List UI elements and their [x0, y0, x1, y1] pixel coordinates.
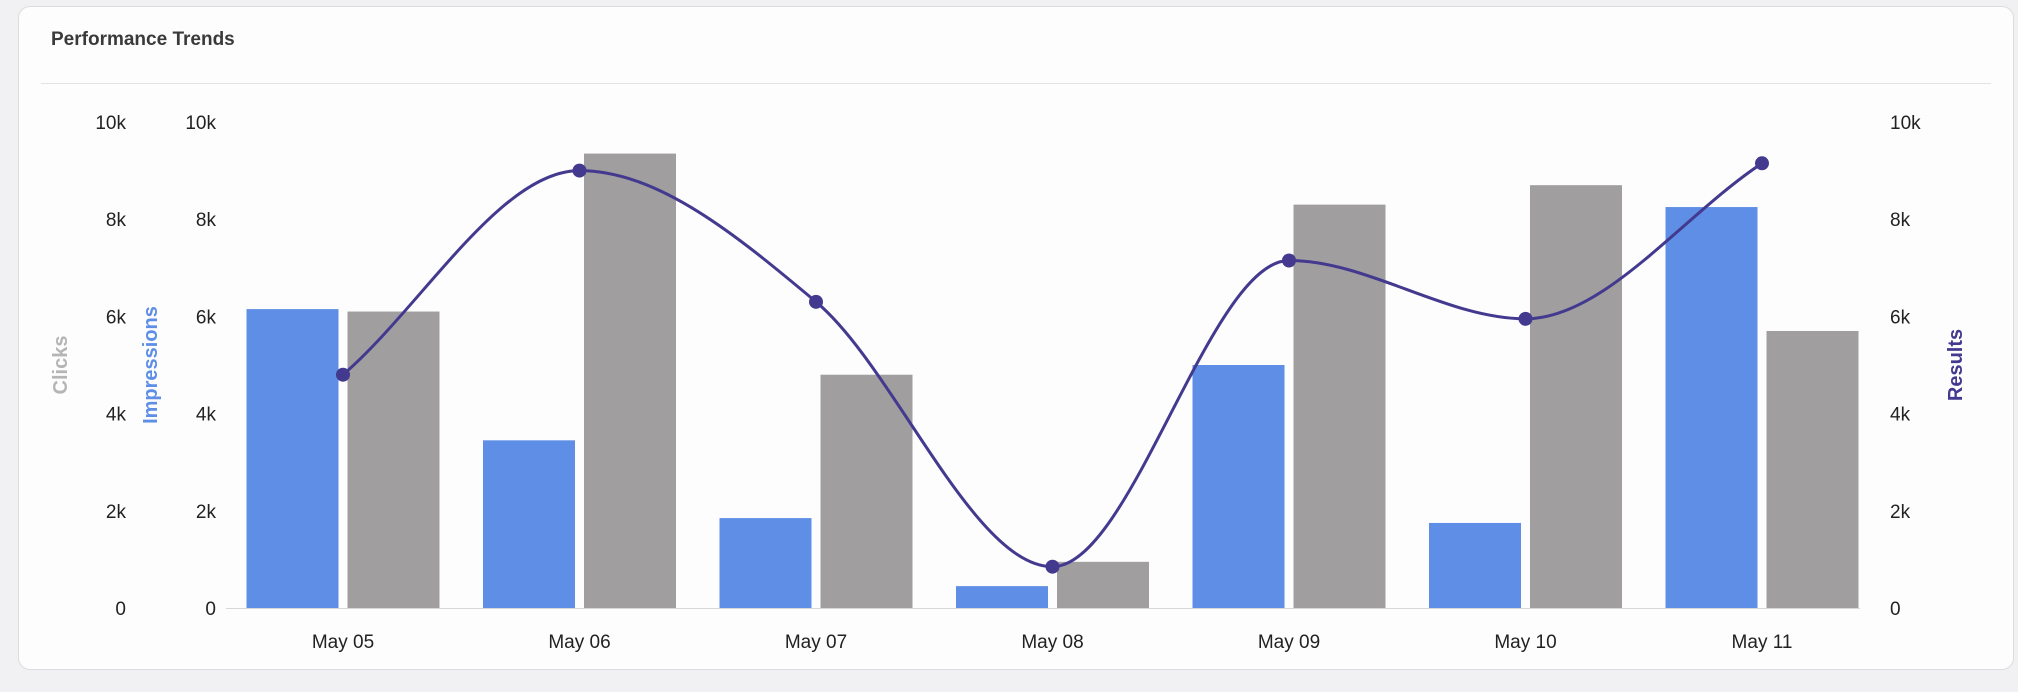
impressions-axis: 0 2k 4k 6k 8k 10k [185, 113, 216, 620]
results-axis-tick: 8k [1890, 210, 1911, 231]
impressions-axis-tick: 2k [196, 502, 217, 523]
clicks-bar [584, 153, 676, 608]
results-axis-tick: 0 [1890, 599, 1901, 620]
impressions-axis-tick: 0 [205, 599, 216, 620]
impressions-axis-tick: 10k [185, 113, 216, 134]
impressions-bar [246, 309, 339, 608]
clicks-bar [1766, 330, 1859, 608]
results-point [1282, 253, 1296, 268]
x-tick-label: May 06 [548, 632, 610, 653]
impressions-bar [483, 440, 575, 608]
results-axis-tick: 2k [1890, 502, 1911, 523]
results-axis-tick: 4k [1890, 405, 1911, 426]
impressions-axis-tick: 6k [196, 307, 217, 328]
clicks-bar [820, 374, 913, 608]
results-point [1755, 156, 1769, 171]
impressions-bar [1665, 207, 1758, 609]
x-tick-label: May 08 [1021, 632, 1083, 653]
x-tick-label: May 09 [1258, 632, 1320, 653]
clicks-bar [1057, 561, 1149, 608]
impressions-axis-title: Impressions [140, 306, 162, 424]
results-point [572, 163, 587, 178]
x-tick-label: May 10 [1494, 632, 1556, 653]
clicks-axis-tick: 0 [115, 599, 126, 620]
title-divider [41, 83, 1991, 84]
x-tick-label: May 11 [1732, 632, 1793, 653]
clicks-axis-tick: 8k [106, 210, 127, 231]
clicks-bar [1293, 204, 1386, 608]
impressions-bar [1192, 365, 1285, 608]
results-points [336, 156, 1769, 574]
x-axis-labels: May 05 May 06 May 07 May 08 May 09 May 10 May … [312, 632, 1793, 653]
clicks-bar [1530, 185, 1622, 608]
card-title: Performance Trends [51, 29, 235, 50]
results-point [1518, 311, 1533, 326]
impressions-bar [1429, 522, 1521, 608]
results-point [1045, 559, 1060, 574]
x-tick-label: May 05 [312, 632, 374, 653]
impressions-bar [719, 518, 812, 608]
results-axis-title: Results [1945, 329, 1967, 401]
clicks-bar [347, 311, 440, 608]
results-point [809, 294, 823, 309]
clicks-axis: 0 2k 4k 6k 8k 10k [95, 113, 126, 620]
results-axis: 0 2k 4k 6k 8k 10k [1890, 113, 1921, 620]
results-axis-tick: 6k [1890, 307, 1911, 328]
x-tick-label: May 07 [785, 632, 847, 653]
clicks-axis-tick: 2k [106, 502, 127, 523]
clicks-axis-tick: 10k [95, 113, 126, 134]
bars-group [246, 153, 1859, 609]
results-axis-tick: 10k [1890, 113, 1921, 134]
impressions-axis-tick: 8k [196, 210, 217, 231]
impressions-bar [956, 586, 1048, 608]
results-point [336, 367, 350, 382]
clicks-axis-tick: 4k [106, 405, 127, 426]
clicks-axis-title: Clicks [50, 336, 72, 395]
clicks-axis-tick: 6k [106, 307, 127, 328]
impressions-axis-tick: 4k [196, 405, 217, 426]
